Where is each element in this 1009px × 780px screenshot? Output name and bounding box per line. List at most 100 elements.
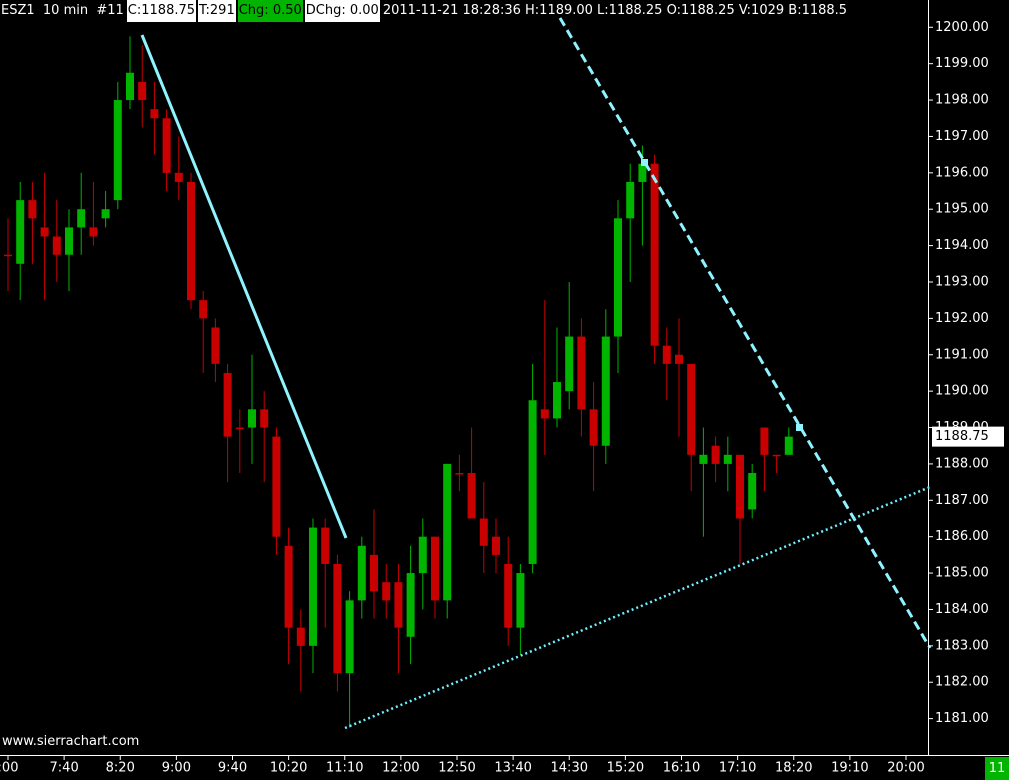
y-tick-label: 1185.00 (935, 566, 989, 581)
candle-body (296, 627, 305, 646)
candle-body (321, 527, 330, 564)
y-tick-label: 1187.00 (935, 493, 989, 508)
candle-body (772, 454, 781, 457)
candle-body (650, 163, 659, 346)
candle-body (28, 200, 37, 219)
trendline-dashed (558, 17, 932, 649)
candle-body (394, 582, 403, 628)
candle-body (723, 454, 732, 464)
candle-body (235, 427, 244, 430)
candle-body (113, 100, 122, 201)
last-price-box (932, 426, 1004, 447)
info-field: 2011-11-21 18:28:36 H:1189.00 L:1188.25 … (382, 3, 848, 18)
y-tick-label: 1183.00 (935, 638, 989, 653)
x-tick-label: 8:20 (106, 761, 135, 776)
candle-body (333, 563, 342, 674)
x-tick-label: 11:10 (326, 761, 363, 776)
close-field: C:1188.75 (126, 0, 197, 22)
x-tick-label: 12:00 (382, 761, 419, 776)
candle-body (626, 181, 635, 219)
candle-body (345, 600, 354, 674)
y-tick-label: 1181.00 (935, 711, 989, 726)
candle-body (675, 354, 683, 364)
y-tick-label: 1190.00 (935, 384, 989, 399)
price-axis: 1181.00 1182.00 1183.00 1184.00 1185.00 1186.… (928, 20, 1004, 726)
candle-body (101, 209, 110, 219)
x-tick-label: 9:40 (218, 761, 247, 776)
y-tick-label: 1196.00 (935, 165, 989, 180)
y-tick-label: 1199.00 (935, 56, 989, 71)
candle-body (699, 454, 708, 464)
candle-body (150, 109, 159, 119)
candle-body (52, 236, 61, 255)
candle-body (40, 227, 49, 237)
x-tick-label: 10:20 (270, 761, 307, 776)
x-tick-label: :00 (0, 761, 18, 776)
y-tick-label: 1197.00 (935, 129, 989, 144)
candle-body (16, 200, 25, 264)
candle-body (455, 473, 464, 475)
candle-body (479, 518, 488, 546)
candle-body (382, 582, 391, 601)
y-tick-label: 1193.00 (935, 274, 989, 289)
candle-body (638, 163, 647, 182)
candle-body (467, 473, 476, 519)
candle-body (418, 536, 427, 574)
y-tick-label: 1191.00 (935, 347, 989, 362)
candle-body (248, 409, 256, 428)
x-tick-label: 14:30 (551, 761, 588, 776)
trendline-solid (140, 34, 348, 539)
candle-body (553, 382, 561, 419)
daily-change-field: DChg: 0.00 (304, 0, 380, 22)
change-field: Chg: 0.50 (237, 0, 303, 22)
y-tick-label: 1192.00 (935, 311, 989, 326)
candle-body (577, 336, 586, 410)
trendline-handle (796, 424, 803, 431)
candles (4, 36, 793, 728)
candle-body (370, 554, 378, 592)
trendline-handle (641, 159, 648, 166)
candle-body (589, 409, 598, 446)
candle-body (223, 372, 232, 437)
candle-body (504, 563, 513, 628)
candle-body (492, 536, 500, 555)
candle-body (174, 172, 183, 182)
x-tick-label: 7:40 (50, 761, 79, 776)
x-tick-label: 18:20 (775, 761, 812, 776)
candle-body (309, 527, 317, 646)
candle-body (736, 454, 744, 519)
candle-body (138, 81, 147, 101)
x-tick-label: 13:40 (494, 761, 531, 776)
x-tick-label: 20:00 (887, 761, 924, 776)
candle-body (431, 536, 439, 601)
candle-body (760, 427, 769, 455)
candle-body (126, 72, 134, 101)
candle-body (601, 336, 610, 446)
header-bar: ESZ1 10 min #11 C:1188.75 T:291 Chg: 0.5… (0, 0, 928, 22)
candle-body (260, 409, 269, 428)
candle-body (614, 218, 622, 337)
candle-body (65, 227, 73, 255)
candle-body (540, 409, 549, 419)
y-tick-label: 1182.00 (935, 675, 989, 690)
x-tick-label: 15:20 (607, 761, 644, 776)
last-price-label: 1188.75 (935, 429, 989, 444)
candle-body (784, 436, 793, 455)
y-tick-label: 1200.00 (935, 20, 989, 35)
candle-body (211, 327, 220, 364)
candle-body (272, 436, 281, 537)
candle-body (748, 473, 757, 510)
candle-body (187, 181, 195, 301)
x-tick-label: 19:10 (831, 761, 868, 776)
candle-body (711, 445, 720, 464)
candle-body (528, 400, 537, 564)
candle-body (77, 209, 86, 228)
candle-body (89, 227, 98, 237)
y-tick-label: 1184.00 (935, 602, 989, 617)
candle-body (4, 254, 12, 257)
x-tick-label: 12:50 (438, 761, 475, 776)
y-tick-label: 1186.00 (935, 529, 989, 544)
candle-body (662, 345, 671, 364)
trades-field: T:291 (198, 0, 236, 22)
